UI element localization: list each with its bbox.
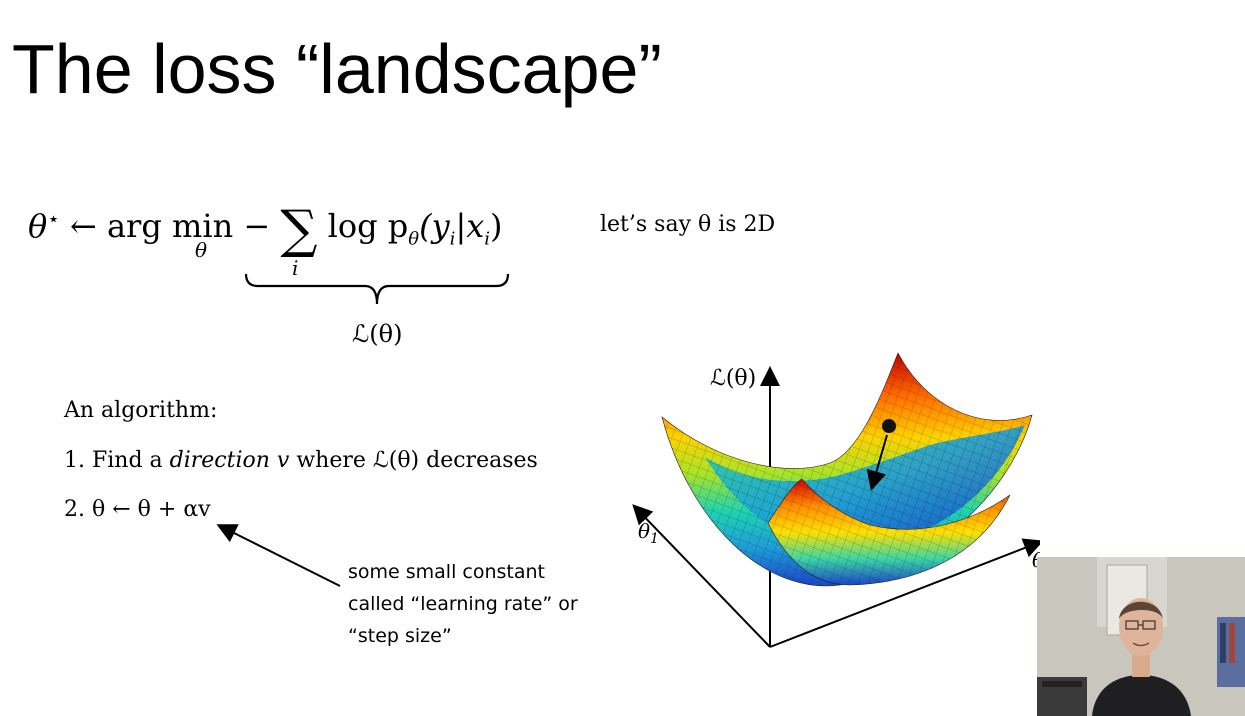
assign-arrow: ← [69, 207, 97, 245]
theta2-axis [769, 538, 1040, 648]
slide-title: The loss “landscape” [12, 30, 662, 108]
theta1-label: θ1 [638, 519, 659, 547]
algorithm-step-2: 2. θ ← θ + αv [64, 497, 211, 522]
aside-note: let’s say θ is 2D [600, 212, 776, 237]
note-line: some small constant [348, 561, 546, 583]
current-point-marker [882, 419, 896, 433]
note-line: “step size” [348, 625, 452, 647]
presenter-webcam [1037, 557, 1245, 716]
descent-arrow [866, 434, 888, 491]
loss-label: ℒ(θ) [352, 320, 403, 348]
sum-symbol: ∑ [280, 200, 318, 260]
underbrace [244, 273, 510, 305]
presenter-video-icon [1037, 557, 1245, 716]
log-likelihood: log pθ(yi|xi) [327, 207, 503, 250]
learning-rate-note: some small constant called “learning rat… [348, 556, 578, 652]
theta2-label: θ [1032, 548, 1040, 572]
objective-equation: θ⋆ ← arg min − ∑ log pθ(yi|xi) [28, 200, 503, 260]
argmin-subscript: θ [195, 238, 208, 262]
loss-surface-plot: ℒ(θ) θ1 θ [632, 352, 1040, 648]
note-line: called “learning rate” or [348, 593, 578, 615]
theta-star: θ⋆ [28, 206, 60, 245]
minus-sign: − [243, 207, 271, 245]
argmin-op: arg min [106, 207, 234, 245]
y-axis-label: ℒ(θ) [710, 366, 756, 391]
theta1-axis [632, 504, 771, 648]
sum-subscript: i [292, 256, 299, 280]
algorithm-heading: An algorithm: [64, 398, 218, 423]
algorithm-step-1: 1. Find a direction v where ℒ(θ) decreas… [64, 448, 538, 473]
